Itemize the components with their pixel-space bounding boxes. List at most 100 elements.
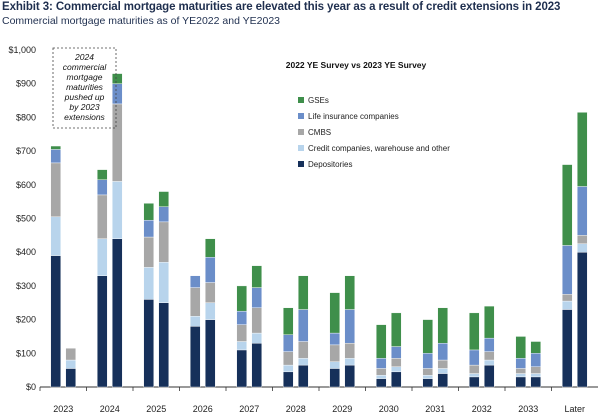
bar-segment <box>376 368 387 376</box>
bar-segment <box>577 235 588 244</box>
bar-segment <box>376 324 387 359</box>
annotation-text: commercial <box>63 62 108 72</box>
y-tick-label: $900 <box>16 79 36 89</box>
bar-segment <box>515 336 526 359</box>
bar-segment <box>422 375 433 379</box>
chart-subtitle: Commercial mortgage maturities as of YE2… <box>2 15 281 27</box>
bar-segment <box>251 342 262 388</box>
x-tick-label: 2025 <box>146 404 166 414</box>
legend-swatch <box>298 97 304 103</box>
x-tick-label: 2030 <box>379 404 399 414</box>
bar-segment <box>577 112 588 187</box>
bar-segment <box>50 162 61 218</box>
bar-segment <box>158 302 169 388</box>
y-tick-label: $700 <box>16 146 36 156</box>
x-tick-label: 2031 <box>425 404 445 414</box>
bar-segment <box>391 371 402 388</box>
bar-segment <box>158 221 169 263</box>
legend-label: Credit companies, warehouse and other <box>308 144 450 153</box>
bar-segment <box>298 364 309 388</box>
bar-segment <box>562 164 573 246</box>
bar-segment <box>344 342 355 359</box>
bar-segment <box>391 366 402 373</box>
bar-segment <box>437 359 448 369</box>
y-tick-label: $0 <box>26 382 36 392</box>
bar-segment <box>143 203 154 221</box>
legend-label: GSEs <box>308 96 329 105</box>
bar-segment <box>205 302 216 320</box>
annotation-text: pushed up <box>64 92 105 102</box>
bar-segment <box>283 351 294 366</box>
bar-segment <box>112 181 123 239</box>
bar-segment <box>422 368 433 376</box>
bar-segment <box>50 145 61 150</box>
bar-segment <box>97 194 108 239</box>
bar-segment <box>391 358 402 367</box>
bar-segment <box>236 341 247 351</box>
bar-segment <box>143 267 154 300</box>
bar-segment <box>50 255 61 388</box>
bar-segment <box>577 186 588 236</box>
bar-segment <box>112 103 123 182</box>
bar-segment <box>422 378 433 388</box>
bar-segment <box>251 265 262 288</box>
bar-segment <box>469 349 480 366</box>
bar-segment <box>143 219 154 238</box>
bar-segment <box>562 245 573 295</box>
bar-segment <box>329 344 340 362</box>
bar-segment <box>515 373 526 378</box>
bar-segment <box>298 341 309 359</box>
bar-segment <box>298 275 309 310</box>
y-tick-label: $600 <box>16 180 36 190</box>
bar-segment <box>422 353 433 369</box>
bar-segment <box>236 349 247 388</box>
legend-label: Depositories <box>308 160 352 169</box>
bar-segment <box>97 238 108 276</box>
bar-segment <box>469 364 480 374</box>
legend-swatch <box>298 161 304 167</box>
annotation-text: extensions <box>64 112 105 122</box>
bar-segment <box>376 375 387 379</box>
bar-segment <box>515 358 526 369</box>
bar-segment <box>298 309 309 342</box>
bar-segment <box>112 83 123 105</box>
legend-label: Life insurance companies <box>308 112 399 121</box>
bar-segment <box>469 373 480 378</box>
bar-segment <box>562 300 573 310</box>
bar-segment <box>283 371 294 388</box>
bar-segment <box>530 341 541 354</box>
x-tick-label: 2024 <box>100 404 120 414</box>
bar-segment <box>484 364 495 388</box>
bar-segment <box>562 294 573 302</box>
bar-segment <box>143 236 154 268</box>
bar-segment <box>205 238 216 258</box>
bar-segment <box>376 378 387 388</box>
bar-segment <box>65 368 76 388</box>
bar-segment <box>376 358 387 369</box>
bar-segment <box>484 351 495 361</box>
y-tick-label: $500 <box>16 214 36 224</box>
annotation-text: maturities <box>66 82 104 92</box>
bar-segment <box>158 206 169 223</box>
chart-header: Exhibit 3: Commercial mortgage maturitie… <box>2 1 598 27</box>
bar-segment <box>530 373 541 378</box>
bar-segment <box>283 364 294 373</box>
bar-segment <box>143 299 154 388</box>
legend-swatch <box>298 129 304 135</box>
bar-segment <box>329 332 340 346</box>
bar-segment <box>422 319 433 354</box>
bar-segment <box>344 275 355 310</box>
bar-segment <box>437 368 448 374</box>
annotation-text: by 2023 <box>69 102 100 112</box>
bar-segment <box>530 366 541 374</box>
y-tick-label: $800 <box>16 112 36 122</box>
bar-segment <box>97 275 108 388</box>
bar-segment <box>236 324 247 342</box>
bar-segment <box>65 348 76 361</box>
bar-segment <box>484 359 495 366</box>
bar-segment <box>329 368 340 388</box>
bar-segment <box>236 310 247 325</box>
bar-segment <box>236 285 247 312</box>
chart-title: Exhibit 3: Commercial mortgage maturitie… <box>2 1 561 13</box>
